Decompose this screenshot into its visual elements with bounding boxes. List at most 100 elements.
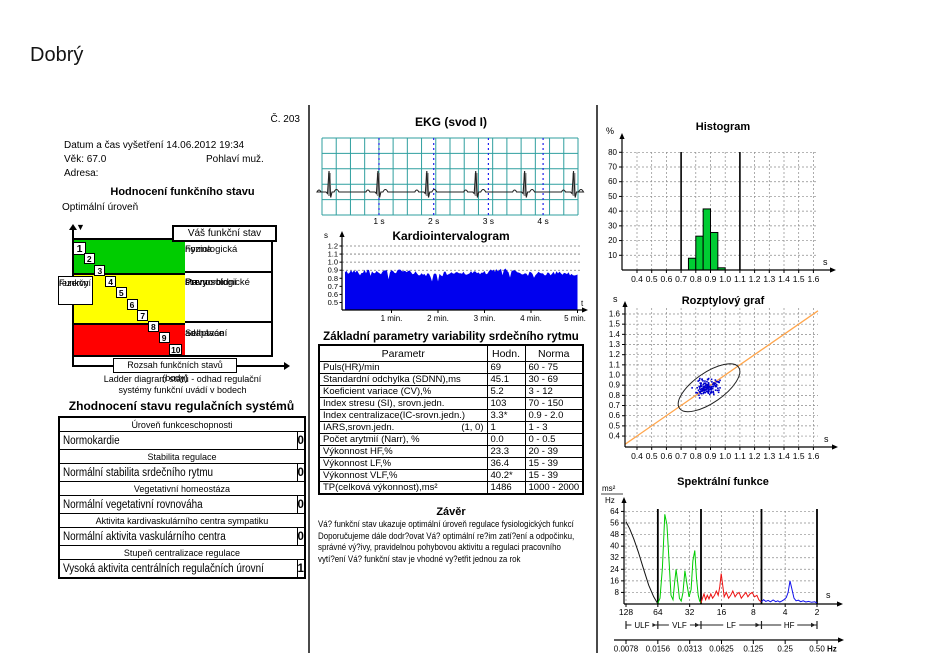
histogram-chart: 10 20 30 40 50 60 70 80 0.4 0.5 0.6 0.7 0.8 0.9 1.0 1.1…	[606, 126, 836, 284]
svg-text:1.5: 1.5	[609, 320, 621, 329]
svg-text:2 min.: 2 min.	[427, 314, 449, 323]
zone-label-line: Premorbidní	[185, 277, 237, 288]
svg-text:s: s	[324, 231, 328, 240]
svg-text:1.1: 1.1	[609, 360, 621, 369]
regulation-row: Normální vegetativní rovnováha 0	[58, 495, 306, 514]
svg-text:0.6: 0.6	[328, 290, 338, 299]
parameter-row: Výkonnost LF,% 36.4 15 - 39	[318, 457, 584, 470]
svg-text:3 min.: 3 min.	[474, 314, 496, 323]
zone-label-line: Prenosologické	[185, 277, 250, 288]
parameter-value: 103	[486, 397, 526, 410]
svg-text:%: %	[606, 126, 614, 136]
regulation-heading: Zhodnocení stavu regulačních systémů	[68, 399, 295, 413]
regulation-group-header: Aktivita kardivaskulárního centra sympat…	[58, 513, 306, 528]
svg-text:10: 10	[608, 251, 617, 260]
column-divider-left	[308, 105, 310, 653]
svg-text:1.6: 1.6	[807, 451, 819, 461]
svg-text:40: 40	[608, 207, 617, 216]
regulation-group-header: Vegetativní homeostáza	[58, 481, 306, 496]
svg-text:1.1: 1.1	[734, 274, 746, 284]
svg-text:80: 80	[608, 148, 617, 157]
page-title: Dobrý	[30, 44, 84, 66]
ladder-caption-line1: Ladder diagram států - odhad regulační	[103, 374, 262, 384]
svg-text:1.4: 1.4	[609, 330, 621, 339]
svg-text:1.1: 1.1	[734, 451, 746, 461]
svg-text:1.2: 1.2	[609, 350, 621, 359]
parameter-row: Počet arytmií (Narr), % 0.0 0 - 0.5	[318, 433, 584, 446]
reserve-label-line: Funkční	[59, 278, 92, 288]
svg-text:4: 4	[783, 607, 788, 617]
svg-text:0.5: 0.5	[646, 451, 658, 461]
spectral-series-LF	[700, 573, 762, 603]
svg-text:1.3: 1.3	[763, 451, 775, 461]
regulation-row: Normokardie 0	[58, 431, 306, 450]
zone-label-line: stavy	[185, 277, 208, 288]
conclusion-line: Vá? funkční stav ukazuje optimální úrove…	[318, 519, 574, 529]
spectral-series-VLF	[657, 514, 702, 604]
svg-text:1.6: 1.6	[609, 310, 621, 319]
parameters-table: Parametr Hodn. Norma Puls(HR)/min 69 60 - 75 S…	[318, 344, 584, 495]
svg-text:3 s: 3 s	[483, 216, 494, 226]
svg-text:1 s: 1 s	[373, 216, 384, 226]
svg-text:HF: HF	[784, 621, 795, 630]
parameter-row: Index stresu (SI), srovn.jedn. 103 70 - 15…	[318, 397, 584, 410]
svg-text:128: 128	[619, 607, 633, 617]
svg-text:s: s	[826, 590, 831, 600]
parameter-value: 69	[486, 361, 526, 374]
spectral-chart: 8 16 24 32 40 48 56 64 128 64 32 16 8 4 2s ms² Hz ULF VLF L…	[601, 484, 844, 653]
svg-text:70: 70	[608, 163, 617, 172]
ekg-title: EKG (svod I)	[414, 115, 487, 129]
patient-address: Adresa:	[64, 168, 99, 179]
current-state-arrow-icon: ▼	[76, 222, 85, 232]
functional-reserve-box: Funkční rezervy	[58, 276, 93, 305]
parameter-value: 45.1	[486, 373, 526, 386]
svg-text:s: s	[824, 434, 829, 444]
conclusion-text: Vá? funkční stav ukazuje optimální úrove…	[318, 519, 596, 565]
svg-text:0.7: 0.7	[675, 274, 687, 284]
svg-text:s: s	[613, 294, 618, 304]
parameter-row: Výkonnost VLF,% 40.2* 15 - 39	[318, 469, 584, 482]
svg-text:1.2: 1.2	[749, 274, 761, 284]
svg-text:1.2: 1.2	[328, 242, 338, 251]
group-header-label: Vegetativní homeostáza	[58, 481, 306, 496]
svg-text:1 min.: 1 min.	[381, 314, 403, 323]
svg-text:20: 20	[608, 236, 617, 245]
svg-text:0.8: 0.8	[690, 451, 702, 461]
ladder-step-7: 7	[137, 309, 149, 321]
group-header-label: Úroveň funkceschopnosti	[58, 416, 306, 432]
parameter-row: Standardní odchylka (SDNN),ms 45.1 30 - 69	[318, 373, 584, 386]
svg-text:0.8: 0.8	[609, 391, 621, 400]
range-axis-box: Rozsah funkčních stavů (body)	[113, 358, 237, 383]
ladder-step-8: 8	[147, 321, 159, 333]
parameter-name: Výkonnost VLF,%	[318, 469, 488, 482]
spectral-series-HF	[761, 580, 818, 604]
parameter-value: 1486	[486, 481, 526, 495]
svg-text:1.0: 1.0	[719, 274, 731, 284]
parameter-value: 23.3	[486, 445, 526, 458]
regulation-score: 0	[296, 431, 306, 450]
svg-text:0.7: 0.7	[675, 451, 687, 461]
group-header-label: Stabilita regulace	[58, 449, 306, 464]
parameter-value: 40.2*	[486, 469, 526, 482]
svg-text:64: 64	[610, 507, 619, 516]
parameter-name: Koeficient variace (CV),%	[318, 385, 488, 398]
parameter-name: IARS,srovn.jedn. (1, 0)	[318, 421, 488, 434]
svg-text:0.9: 0.9	[609, 381, 621, 390]
ekg-chart: 1 s 2 s 3 s 4 s	[316, 137, 585, 226]
kardiointervalogram-chart: s1.21.11.00.90.80.70.60.5 t 1 min. 2 min. 3 …	[324, 231, 588, 323]
svg-text:0.25: 0.25	[777, 645, 793, 653]
parameter-name: Puls(HR)/min	[318, 361, 488, 374]
parameter-norm: 15 - 39	[524, 469, 584, 482]
ladder-step-10: 10	[169, 343, 183, 355]
svg-text:1.2: 1.2	[749, 451, 761, 461]
column-divider-right	[596, 105, 598, 653]
svg-text:VLF: VLF	[672, 621, 687, 630]
functional-level: Optimální úroveň	[62, 202, 139, 213]
spectral-series-ULF	[625, 521, 659, 604]
svg-text:0.4: 0.4	[631, 451, 643, 461]
parameter-value: 36.4	[486, 457, 526, 470]
svg-text:4 min.: 4 min.	[520, 314, 542, 323]
parameters-heading: Základní parametry variability srdečního…	[323, 331, 579, 343]
ladder-zone-label-red: Selhávání adaptace	[185, 325, 271, 355]
